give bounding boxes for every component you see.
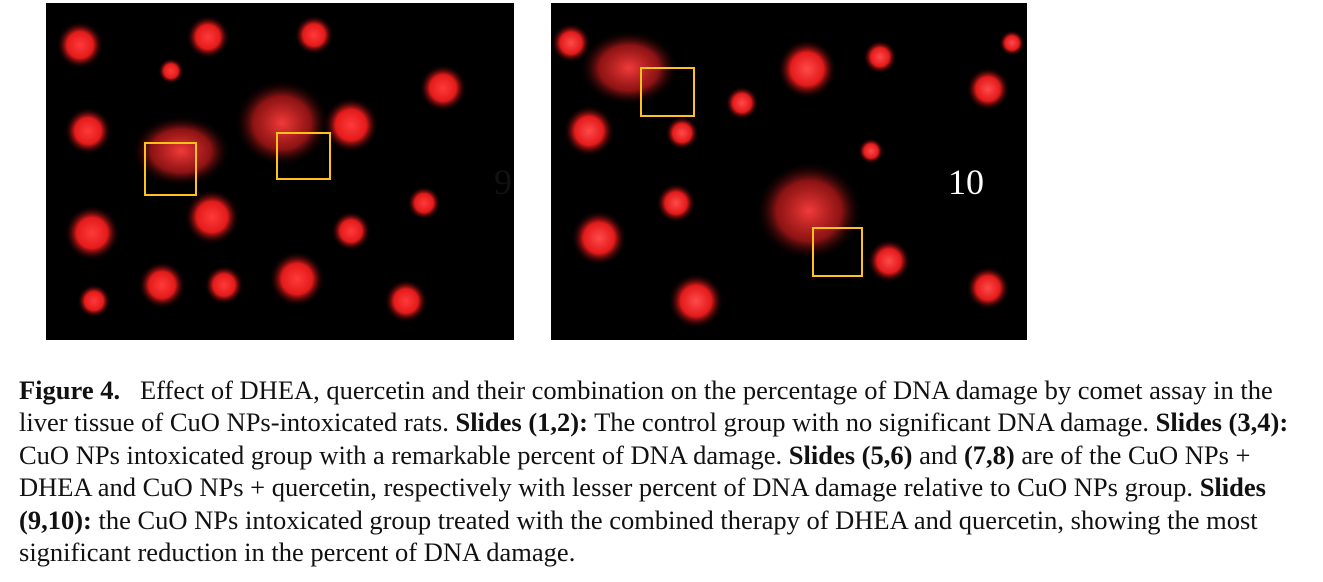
slides-5-6-label: Slides (5,6) [788, 439, 913, 470]
nucleus [863, 40, 897, 74]
nucleus [184, 189, 240, 245]
nucleus [138, 261, 186, 309]
slides-3-4-text: CuO NPs intoxicated group with a remarka… [19, 439, 783, 470]
nucleus [777, 39, 837, 99]
damage-highlight-box [144, 142, 197, 196]
figure-caption: Figure 4. Effect of DHEA, quercetin and … [19, 374, 1319, 568]
slides-5-8-text: are of the CuO NPs + DHEA and CuO NPs + … [19, 439, 1251, 503]
nucleus [999, 30, 1025, 56]
nucleus [158, 58, 184, 84]
nucleus [966, 266, 1010, 310]
nucleus [204, 265, 244, 305]
comet-slide-9 [46, 3, 514, 340]
nucleus [668, 273, 724, 329]
slides-3-4-label: Slides (3,4): [1155, 407, 1289, 438]
nucleus [64, 107, 112, 155]
comet-tail [234, 79, 330, 167]
and-word: and [919, 439, 958, 470]
damage-highlight-box [640, 67, 695, 117]
figure-label: Figure 4. [19, 375, 121, 405]
comet-tail [755, 161, 863, 261]
nucleus [384, 279, 428, 323]
comet-image-9 [56, 15, 467, 323]
nucleus [186, 15, 230, 59]
nucleus [56, 21, 104, 69]
damage-highlight-box [276, 132, 331, 180]
nucleus [656, 183, 696, 223]
slides-1-2-label: Slides (1,2): [455, 407, 588, 438]
nucleus [407, 186, 441, 220]
nucleus [294, 15, 334, 55]
nucleus [64, 205, 120, 261]
comet-tail [579, 30, 679, 106]
nucleus [551, 23, 591, 63]
nucleus [966, 67, 1010, 111]
nucleus [269, 251, 325, 307]
nucleus [571, 210, 627, 266]
slide-number-9: 9 [494, 162, 512, 202]
nucleus [563, 105, 615, 157]
nucleus [331, 211, 371, 251]
comet-image-10 [551, 23, 1025, 329]
nucleus [665, 116, 699, 150]
nucleus [323, 97, 379, 153]
slides-7-8-label: (7,8) [963, 439, 1015, 470]
comet-slide-10 [551, 3, 1027, 340]
nucleus [77, 284, 111, 318]
nucleus [725, 86, 759, 120]
slide-number-10: 10 [948, 162, 984, 202]
nucleus [419, 64, 467, 112]
slides-1-2-text: The control group with no significant DN… [594, 407, 1150, 438]
slides-9-10-text: the CuO NPs intoxicated group treated wi… [19, 504, 1258, 568]
comet-tail [131, 115, 231, 187]
nucleus [867, 239, 911, 283]
slides-9-10-label: Slides (9,10): [19, 472, 1266, 535]
caption-intro: Effect of DHEA, quercetin and their comb… [19, 375, 1273, 438]
damage-highlight-box [812, 227, 863, 277]
nucleus [858, 138, 884, 164]
